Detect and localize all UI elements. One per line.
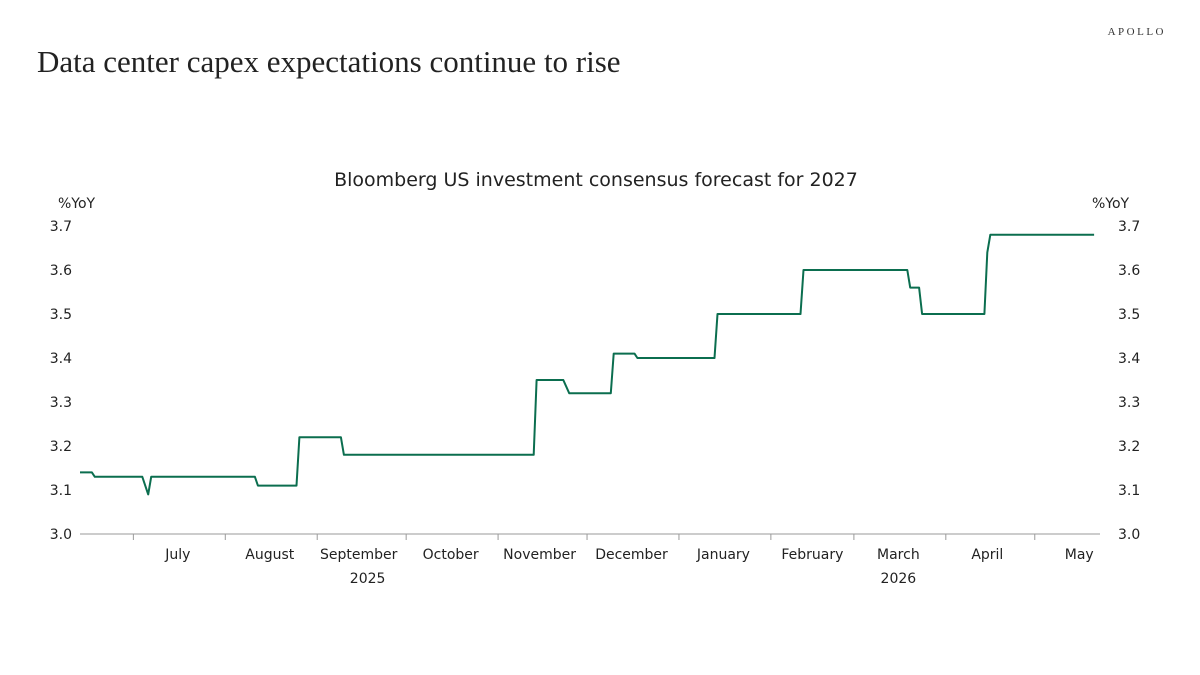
x-tick-label: February [781, 547, 843, 563]
y-tick-label-left: 3.3 [50, 395, 72, 411]
x-tick-label: March [877, 547, 920, 563]
y-tick-label-right: 3.2 [1118, 439, 1140, 455]
x-tick-label: May [1065, 547, 1094, 563]
y-tick-label-left: 3.4 [50, 351, 72, 367]
y-tick-label-right: 3.4 [1118, 351, 1140, 367]
y-tick-label-left: 3.7 [50, 219, 72, 235]
x-tick-label: October [423, 547, 479, 563]
y-tick-label-right: 3.1 [1118, 483, 1140, 499]
chart-axes: 3.0 3.0 3.1 3.1 3.2 3.2 3.3 3.3 3.4 3.4 3.5 3.5 3.6 3… [50, 219, 1141, 587]
y-tick-label-right: 3.3 [1118, 395, 1140, 411]
x-tick-label: July [164, 547, 190, 563]
y-tick-label-right: 3.7 [1118, 219, 1140, 235]
y-tick-label-left: 3.5 [50, 307, 72, 323]
x-tick-label: August [245, 547, 295, 563]
x-tick-label: September [320, 547, 398, 563]
y-tick-label-right: 3.5 [1118, 307, 1140, 323]
x-tick-label: January [696, 547, 750, 563]
chart-title: Bloomberg US investment consensus foreca… [334, 169, 858, 191]
plot-area [80, 233, 1095, 496]
y-tick-label-left: 3.2 [50, 439, 72, 455]
x-year-label: 2026 [881, 571, 917, 587]
apollo-logo: APOLLO [1107, 26, 1166, 38]
y-axis-unit-right: %YoY [1092, 196, 1130, 212]
y-tick-label-right: 3.0 [1118, 527, 1140, 543]
y-axis-unit-left: %YoY [58, 196, 96, 212]
y-tick-label-left: 3.1 [50, 483, 72, 499]
series-line [80, 233, 1095, 496]
x-year-label: 2025 [350, 571, 386, 587]
page-headline: Data center capex expectations continue … [37, 44, 621, 79]
x-tick-label: April [971, 547, 1003, 563]
x-tick-label: November [503, 547, 576, 563]
x-tick-label: December [595, 547, 668, 563]
y-tick-label-right: 3.6 [1118, 263, 1140, 279]
y-tick-label-left: 3.6 [50, 263, 72, 279]
y-tick-label-left: 3.0 [50, 527, 72, 543]
